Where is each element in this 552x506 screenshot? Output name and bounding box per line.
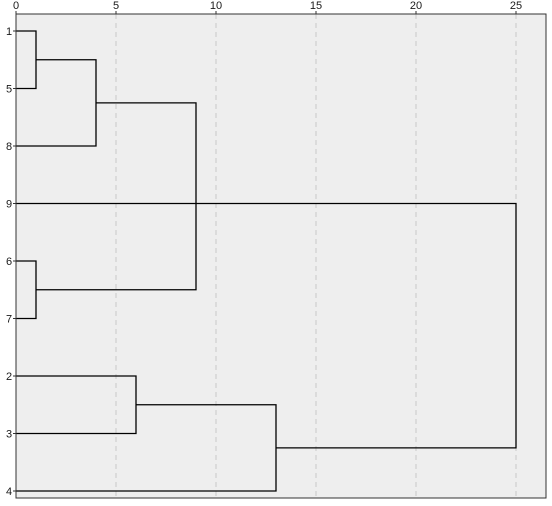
- x-tick-label: 20: [410, 0, 422, 12]
- leaf-label: 5: [6, 84, 12, 96]
- leaf-label: 6: [6, 256, 12, 268]
- x-axis-ticks: 0 5 10 15 20 25: [13, 0, 522, 14]
- plot-area: [16, 14, 546, 498]
- leaf-label: 4: [6, 486, 12, 498]
- x-tick-label: 25: [510, 0, 522, 12]
- merge-link: [16, 202, 517, 449]
- leaf-labels: 1 5 8 9 6 7 2 3 4: [6, 26, 16, 498]
- plot-frame: [15, 13, 547, 499]
- leaf-label: 3: [6, 429, 12, 441]
- leaf-label: 1: [6, 26, 12, 38]
- x-tick-label: 0: [13, 0, 19, 12]
- leaf-label: 8: [6, 141, 12, 153]
- leaf-label: 7: [6, 314, 12, 326]
- x-tick-label: 10: [210, 0, 222, 12]
- x-tick-label: 15: [310, 0, 322, 12]
- leaf-label: 2: [6, 371, 12, 383]
- x-tick-label: 5: [113, 0, 119, 12]
- leaf-label: 9: [6, 199, 12, 211]
- merge-link: [36, 102, 197, 291]
- dendrogram-links: [16, 30, 517, 492]
